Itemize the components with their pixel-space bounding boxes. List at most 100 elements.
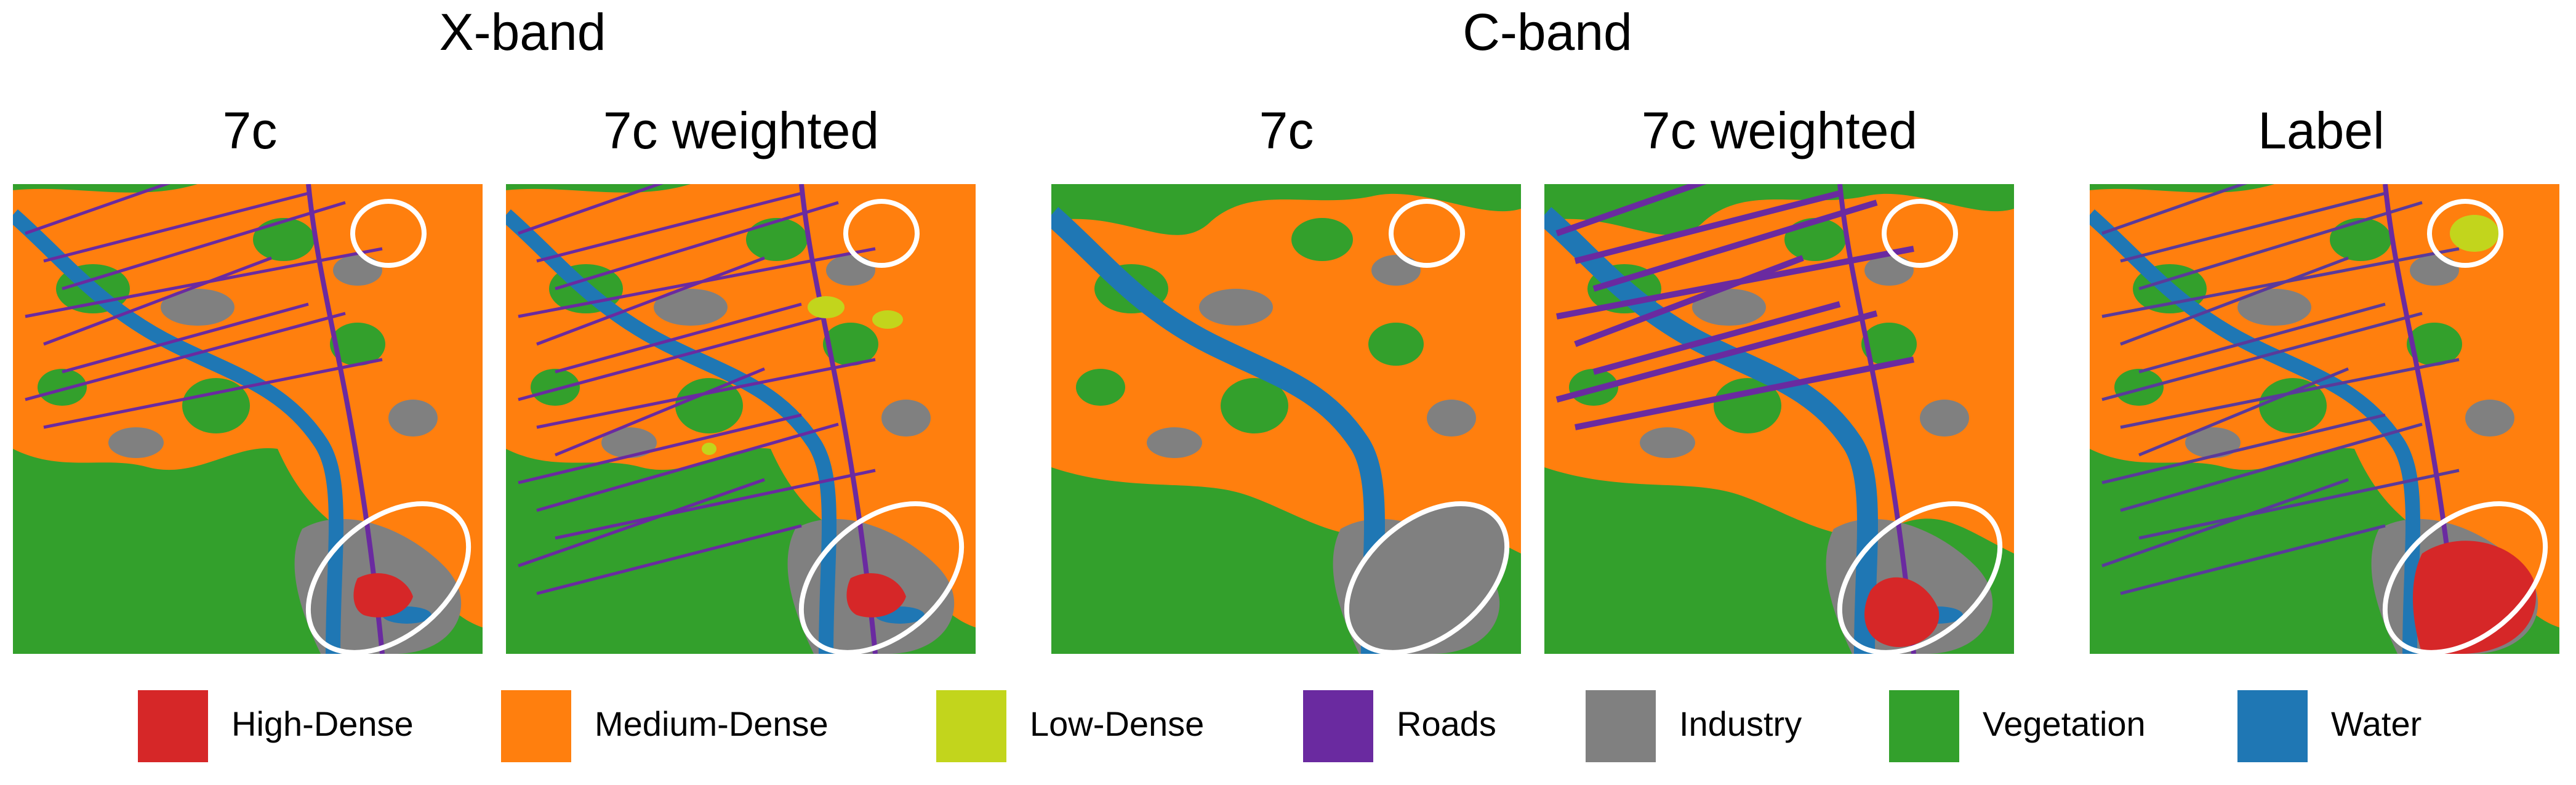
road	[555, 201, 839, 291]
segmentation-map	[2090, 184, 2559, 655]
road	[555, 469, 876, 540]
legend-swatch	[501, 690, 571, 762]
segmentation-map	[1544, 184, 2014, 655]
industry-patch	[2237, 289, 2311, 326]
industry-patch	[881, 400, 931, 437]
group-title: X-band	[439, 3, 606, 61]
segmentation-map	[1051, 184, 1521, 655]
road	[536, 524, 802, 595]
panel-title: 7c weighted	[1642, 102, 1917, 159]
panel-title: 7c weighted	[603, 102, 879, 159]
road	[2120, 256, 2349, 346]
highlight-ellipse	[1837, 501, 2003, 655]
road	[43, 256, 272, 346]
industry-patch	[826, 255, 875, 286]
high-dense	[1864, 577, 1940, 647]
segmentation-map	[506, 184, 976, 655]
industry-patch	[1692, 289, 1766, 326]
vegetation-patch	[2114, 369, 2164, 406]
road	[2138, 367, 2349, 457]
road	[1575, 356, 1914, 430]
road	[518, 184, 664, 235]
industry-patch	[1199, 289, 1273, 326]
vegetation-patch	[823, 323, 878, 366]
vegetation-patch	[38, 369, 87, 406]
industry-patch	[1920, 400, 1969, 437]
road	[2120, 524, 2386, 595]
road	[25, 184, 171, 235]
high-dense	[846, 573, 906, 618]
industry-patch	[388, 400, 438, 437]
road	[2138, 469, 2460, 540]
industry-patch	[654, 289, 728, 326]
panel-title: 7c	[223, 102, 278, 159]
road	[518, 413, 802, 485]
industry-patch	[601, 427, 657, 458]
road	[799, 184, 878, 654]
road	[306, 184, 385, 654]
highlight-ellipse	[1344, 501, 1510, 655]
map-content	[506, 184, 976, 654]
road	[62, 201, 346, 291]
vegetation-patch	[746, 218, 808, 261]
legend-label: Low-Dense	[1030, 704, 1204, 743]
road	[2101, 413, 2386, 485]
road	[2120, 191, 2386, 263]
road	[2138, 201, 2423, 291]
road	[43, 358, 383, 429]
vegetation-patch	[330, 323, 385, 366]
high-dense	[353, 573, 413, 618]
highlight-circle	[2427, 199, 2503, 268]
industry-patch	[2185, 427, 2241, 458]
vegetation-patch	[1291, 218, 1353, 261]
legend-label: Vegetation	[1983, 704, 2146, 743]
legend-label: Medium-Dense	[595, 704, 829, 743]
industry-patch	[1427, 400, 1476, 437]
industry-patch	[333, 255, 382, 286]
low-dense	[808, 296, 845, 318]
panel-title: Label	[2258, 102, 2385, 159]
industry-patch	[108, 427, 164, 458]
highlight-ellipse	[305, 501, 471, 655]
road	[2101, 184, 2248, 235]
vegetation-patch	[2259, 378, 2327, 433]
segmentation-map	[13, 184, 483, 655]
map-content	[13, 184, 483, 654]
vegetation-patch	[1861, 323, 1917, 366]
legend-label: Roads	[1397, 704, 1496, 743]
high-dense	[2413, 541, 2536, 654]
highlight-circle	[1389, 199, 1465, 268]
road	[1592, 301, 1841, 375]
road	[1574, 190, 1841, 264]
vegetation-patch	[2330, 218, 2391, 261]
legend-swatch	[1586, 690, 1656, 762]
vegetation-patch	[1221, 378, 1288, 433]
vegetation-patch	[2407, 323, 2462, 366]
legend-swatch	[936, 690, 1006, 762]
industry-patch	[1371, 255, 1421, 286]
legend-swatch	[1303, 690, 1373, 762]
highlight-circle	[843, 199, 920, 268]
road	[555, 367, 765, 457]
legend-label: Water	[2331, 704, 2422, 743]
highlight-ellipse	[2382, 501, 2548, 655]
road	[1555, 184, 1707, 236]
group-title: C-band	[1463, 3, 1632, 61]
low-dense	[872, 310, 903, 329]
map-content	[2090, 184, 2559, 654]
road	[2138, 302, 2386, 374]
road	[2101, 478, 2349, 568]
vegetation-patch	[253, 218, 315, 261]
road	[536, 256, 765, 346]
road	[518, 312, 839, 401]
highlight-circle	[1882, 199, 1958, 268]
road	[25, 312, 346, 401]
vegetation-patch	[1368, 323, 1424, 366]
industry-patch	[161, 289, 235, 326]
vegetation-patch	[531, 369, 580, 406]
road	[2120, 422, 2423, 512]
vegetation-patch	[1076, 369, 1125, 406]
legend-label: High-Dense	[231, 704, 414, 743]
road	[2101, 312, 2423, 401]
